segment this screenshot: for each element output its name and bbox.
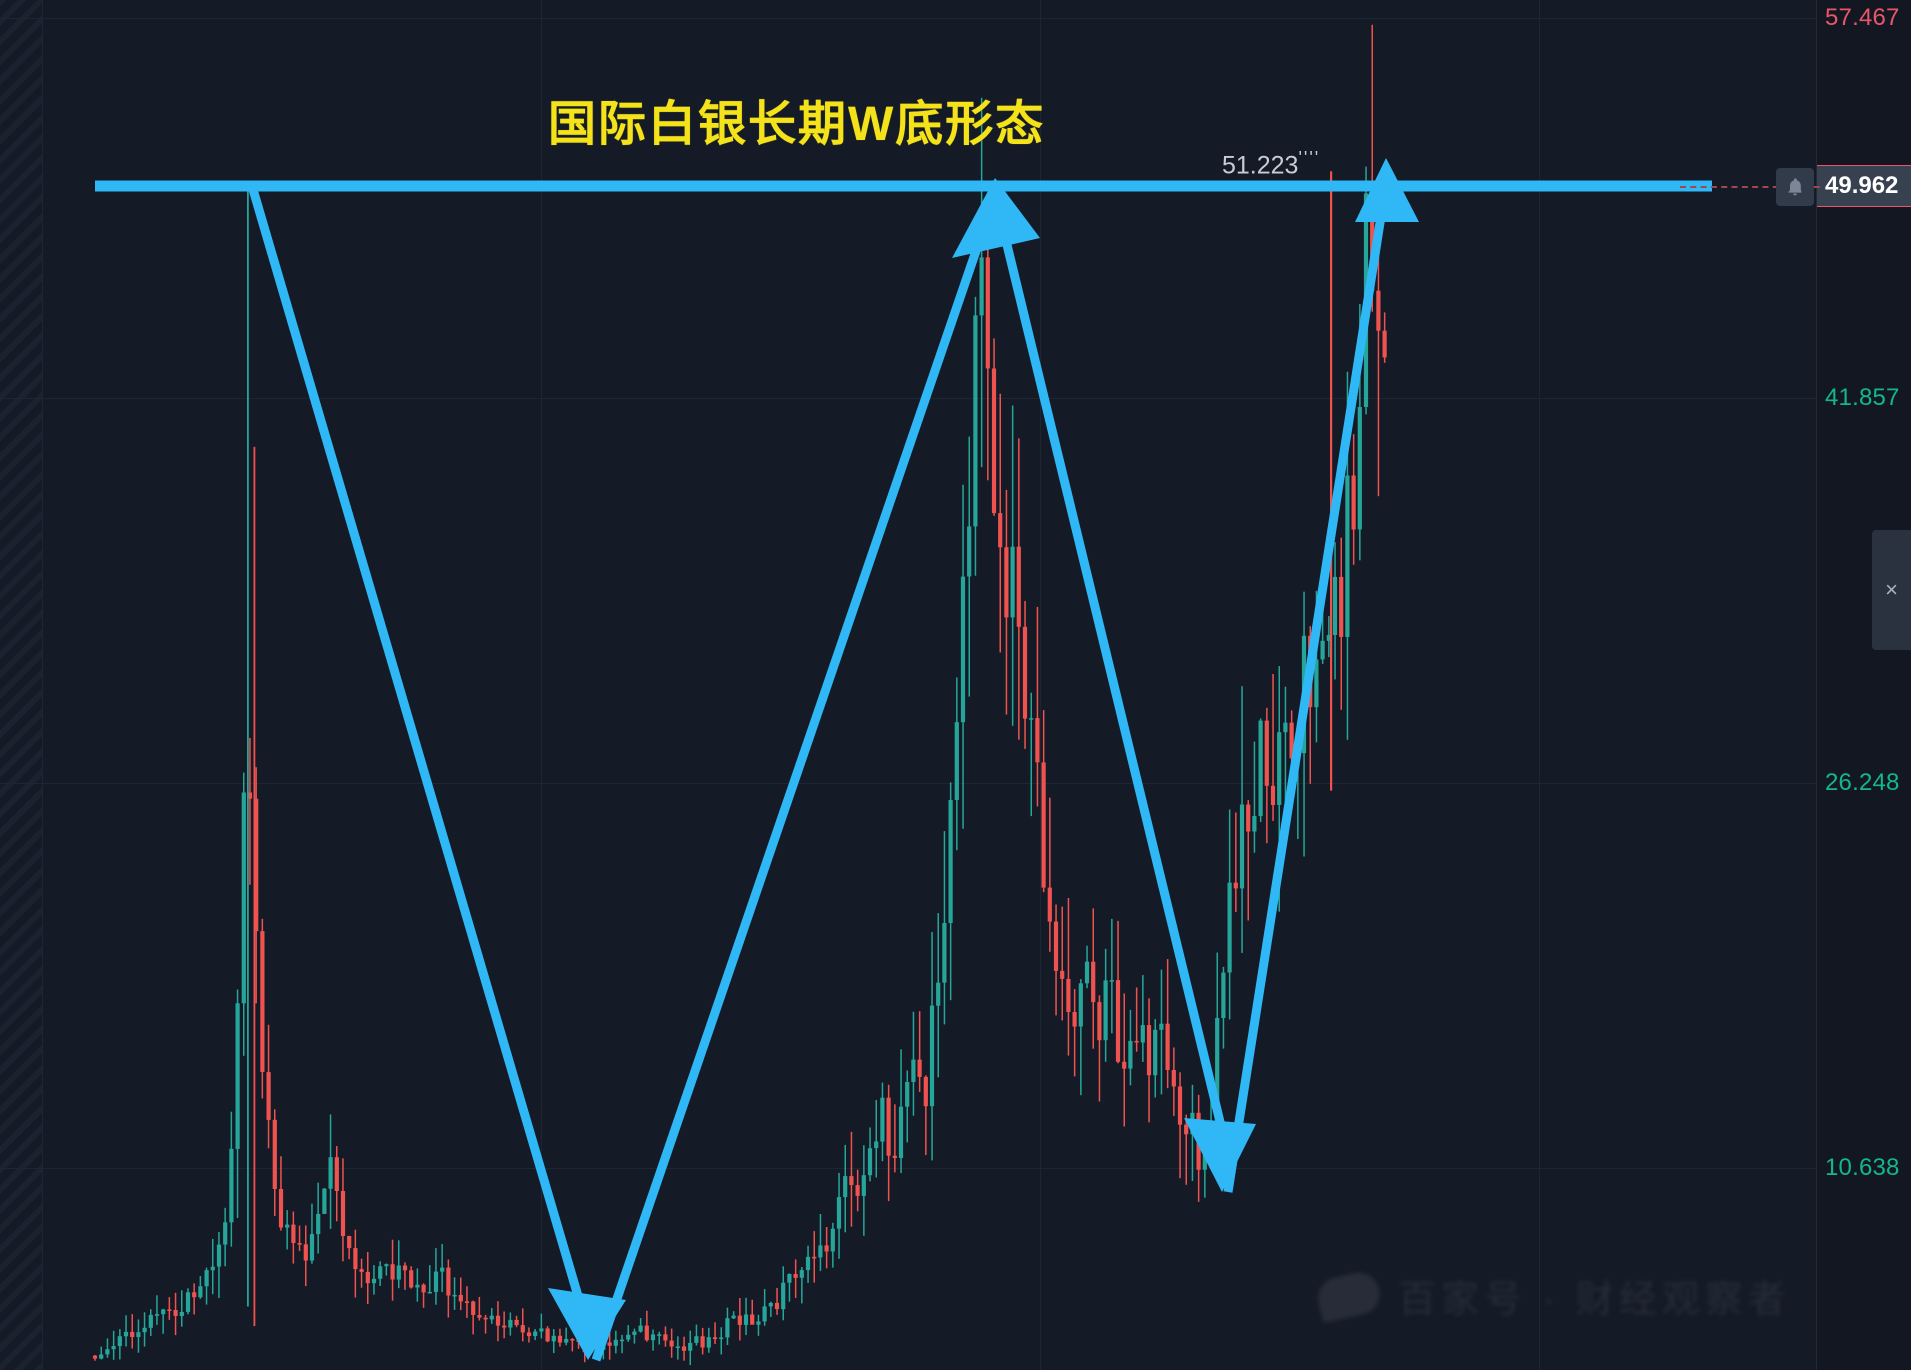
current-price-badge[interactable]: 49.962	[1817, 165, 1911, 207]
gridline-vertical	[42, 0, 43, 1370]
candlestick-series	[92, 24, 1387, 1366]
current-price-dashed-line	[1680, 186, 1820, 188]
alert-bell-button[interactable]	[1776, 168, 1814, 206]
resistance-level-dots: ''''	[1298, 148, 1321, 168]
price-scale-axis[interactable]: 57.467 41.857 26.248 10.638 49.962	[1816, 0, 1911, 1370]
watermark: 百家号 · 财经观察者	[1314, 1268, 1791, 1323]
resistance-level-value: 51.223	[1222, 151, 1299, 180]
chart-plot-area[interactable]	[0, 0, 1816, 1370]
price-tick-label: 57.467	[1825, 4, 1900, 31]
price-tick-label: 26.248	[1825, 769, 1900, 796]
price-tick-label: 10.638	[1825, 1154, 1900, 1181]
page-title: 国际白银长期W底形态	[548, 98, 1046, 151]
price-tick-label: 41.857	[1825, 384, 1900, 411]
bell-icon	[1788, 178, 1802, 196]
close-panel-button[interactable]: ×	[1872, 530, 1911, 650]
gridline-horizontal	[0, 18, 1816, 19]
speech-bubble-icon	[1314, 1268, 1384, 1323]
no-data-hatch-region	[0, 0, 42, 1370]
watermark-text: 百家号 · 财经观察者	[1398, 1279, 1791, 1321]
resistance-level-label: 51.223''''	[1222, 148, 1320, 180]
gridline-vertical	[1539, 0, 1540, 1370]
close-icon: ×	[1885, 577, 1898, 602]
